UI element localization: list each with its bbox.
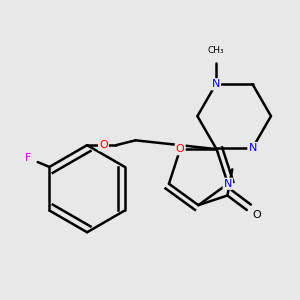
Text: O: O — [252, 210, 261, 220]
Text: F: F — [25, 153, 31, 163]
Text: O: O — [176, 144, 184, 154]
Text: N: N — [212, 79, 220, 89]
Text: N: N — [224, 179, 232, 189]
Text: CH₃: CH₃ — [208, 46, 224, 55]
Text: N: N — [248, 143, 257, 153]
Text: O: O — [99, 140, 108, 150]
